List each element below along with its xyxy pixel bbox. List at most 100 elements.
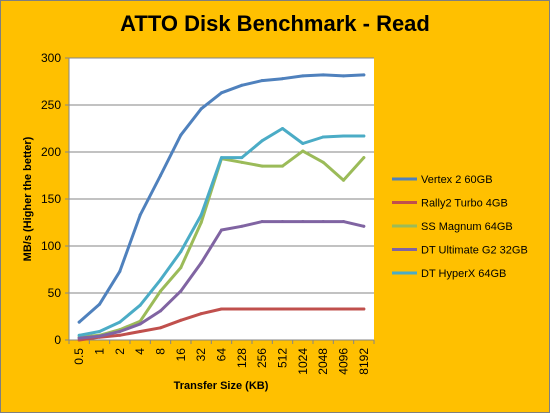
x-tick-label: 128 <box>235 348 249 368</box>
data-point <box>362 134 366 138</box>
data-point <box>342 178 345 182</box>
data-point <box>118 269 122 273</box>
data-point <box>98 302 101 306</box>
data-point <box>260 164 264 168</box>
data-point <box>98 330 101 334</box>
x-tick-label: 256 <box>255 348 269 368</box>
x-axis-title: Transfer Size (KB) <box>174 380 269 392</box>
data-point <box>260 139 264 143</box>
y-tick-label: 50 <box>48 286 62 300</box>
data-point <box>281 220 284 224</box>
data-point <box>281 307 284 311</box>
gridlines <box>69 57 374 294</box>
data-point <box>77 320 81 324</box>
y-tick-label: 0 <box>54 333 61 347</box>
data-point <box>301 307 305 311</box>
legend-label: Rally2 Turbo 4GB <box>421 198 508 210</box>
data-point <box>301 220 305 224</box>
y-axis-ticks: 0 50 100 150 200 250 300 <box>41 51 69 347</box>
x-tick-label: 8192 <box>357 348 371 375</box>
y-tick-label: 250 <box>41 98 61 112</box>
x-tick-label: 0.5 <box>72 348 86 365</box>
data-point <box>138 213 142 217</box>
data-point <box>199 107 203 111</box>
data-point <box>260 79 264 83</box>
data-point <box>179 289 183 293</box>
data-point <box>321 220 325 224</box>
data-point <box>199 312 203 316</box>
data-point <box>118 330 122 334</box>
data-point <box>159 309 162 313</box>
y-tick-label: 100 <box>41 239 61 253</box>
data-point <box>220 156 223 160</box>
y-tick-label: 300 <box>41 51 61 65</box>
data-point <box>199 261 203 265</box>
data-point <box>362 224 366 228</box>
y-tick-label: 150 <box>41 192 61 206</box>
data-point <box>199 221 203 224</box>
x-tick-label: 512 <box>276 348 290 368</box>
series-lines <box>77 73 366 342</box>
legend-label: Vertex 2 60GB <box>421 174 493 186</box>
y-axis-title: MB/s (Higher the better) <box>22 136 34 261</box>
y-tick-label: 200 <box>41 145 61 159</box>
data-point <box>159 326 162 330</box>
data-point <box>362 307 366 311</box>
x-axis-ticks: 0.5 1 2 4 8 16 32 64 128 256 512 1024 2048 4096 8192 <box>68 340 375 375</box>
legend-label: DT Ultimate G2 32GB <box>421 245 528 257</box>
x-tick-label: 2 <box>113 348 127 355</box>
legend-label: DT HyperX 64GB <box>421 268 506 280</box>
data-point <box>118 320 122 324</box>
data-point <box>260 220 264 224</box>
data-point <box>77 333 81 337</box>
legend-label: SS Magnum 64GB <box>421 221 513 233</box>
data-point <box>281 77 284 81</box>
data-point <box>220 228 223 232</box>
data-point <box>281 127 284 130</box>
data-point <box>342 307 345 311</box>
data-point <box>77 336 81 340</box>
data-point <box>301 142 305 146</box>
data-point <box>240 224 244 228</box>
data-point <box>240 307 244 311</box>
data-point <box>138 330 142 334</box>
x-tick-label: 4 <box>133 348 147 355</box>
x-tick-label: 32 <box>194 348 208 362</box>
data-point <box>301 149 305 153</box>
data-point <box>342 134 345 138</box>
data-point <box>321 135 325 139</box>
data-point <box>321 307 325 311</box>
data-point <box>118 333 122 337</box>
x-tick-label: 4096 <box>337 348 351 375</box>
x-tick-label: 1024 <box>296 348 310 375</box>
data-point <box>240 83 244 87</box>
legend: Vertex 2 60GB Rally2 Turbo 4GB SS Magnum 6… <box>392 174 528 280</box>
data-point <box>138 303 142 307</box>
chart-title: ATTO Disk Benchmark - Read <box>120 11 430 36</box>
data-point <box>301 74 305 78</box>
data-point <box>138 322 142 326</box>
data-point <box>199 213 203 217</box>
x-tick-label: 2048 <box>316 348 330 375</box>
data-point <box>281 164 284 168</box>
data-point <box>220 91 223 95</box>
data-point <box>179 250 183 254</box>
x-tick-label: 8 <box>154 348 168 355</box>
data-point <box>159 289 162 293</box>
data-point <box>342 220 345 224</box>
data-point <box>362 156 366 160</box>
data-point <box>159 278 162 282</box>
data-point <box>98 334 101 338</box>
data-point <box>240 156 244 160</box>
data-point <box>362 73 366 77</box>
data-point <box>159 174 162 177</box>
data-point <box>260 307 264 311</box>
data-point <box>240 160 244 164</box>
data-point <box>179 318 183 322</box>
data-point <box>321 73 325 77</box>
x-tick-label: 64 <box>215 348 229 362</box>
data-point <box>179 133 183 137</box>
data-point <box>321 160 325 164</box>
